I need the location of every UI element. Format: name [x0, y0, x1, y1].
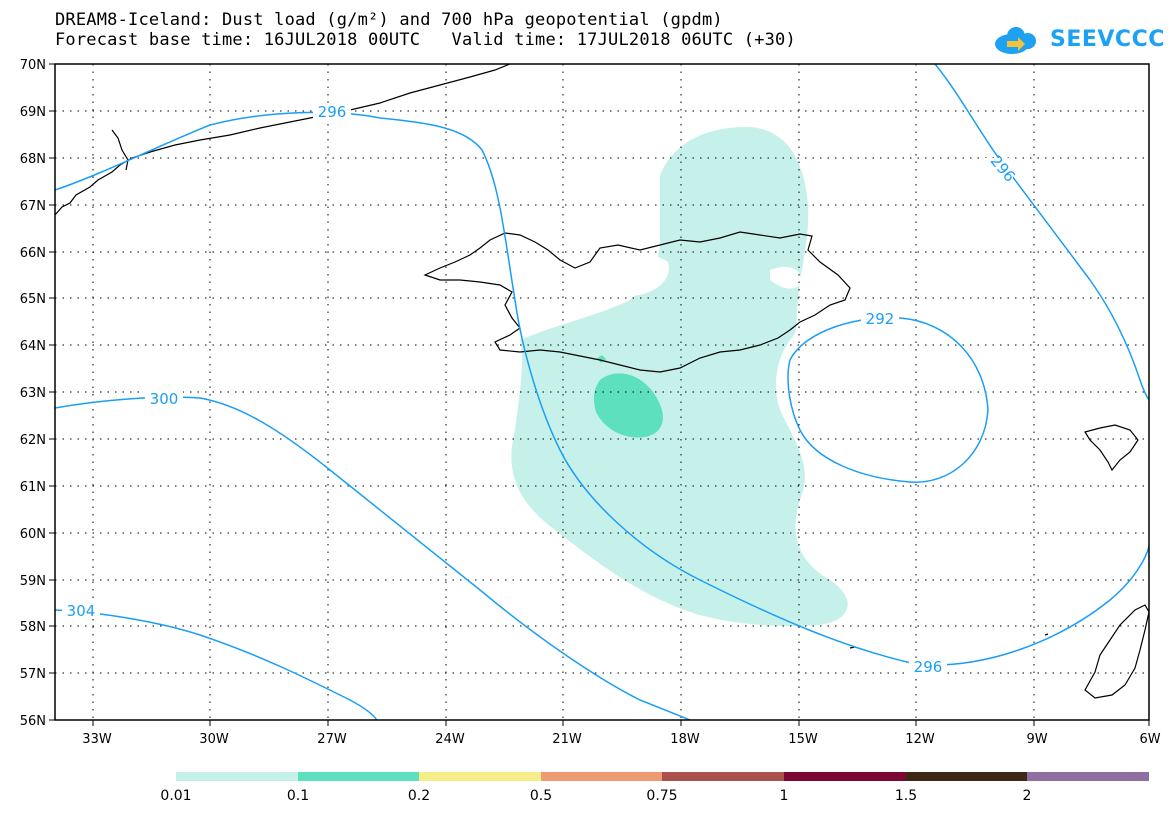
legend-label: 1.5 [895, 788, 917, 804]
legend-swatch [1027, 772, 1149, 781]
legend-label: 0.5 [530, 788, 552, 804]
lat-label: 66N [20, 246, 46, 261]
lon-label: 27W [317, 732, 347, 747]
lon-label: 33W [82, 732, 112, 747]
lon-label: 21W [552, 732, 582, 747]
cloud-icon [995, 27, 1036, 54]
contour-label: 304 [67, 602, 96, 620]
map-subtitle: Forecast base time: 16JUL2018 00UTC Vali… [55, 30, 796, 50]
lat-label: 58N [20, 620, 46, 635]
dust-area-medium [593, 373, 663, 438]
logo-text: SEEVCCC [1050, 27, 1165, 52]
lon-label: 9W [1026, 732, 1047, 747]
lat-label: 60N [20, 527, 46, 542]
lat-label: 65N [20, 292, 46, 307]
contour-label: 292 [866, 310, 895, 328]
lat-label: 70N [20, 58, 46, 73]
lat-label: 56N [20, 714, 46, 729]
lat-label: 64N [20, 339, 46, 354]
lon-label: 6W [1139, 732, 1160, 747]
dust-area-light [511, 126, 848, 627]
legend-swatch [176, 772, 298, 781]
lat-label: 63N [20, 386, 46, 401]
lat-label: 61N [20, 480, 46, 495]
legend-swatch [784, 772, 906, 781]
color-legend [176, 772, 1149, 781]
lat-label: 59N [20, 574, 46, 589]
legend-swatch [662, 772, 784, 781]
lon-label: 18W [670, 732, 700, 747]
lat-label: 69N [20, 105, 46, 120]
legend-label: 0.01 [160, 788, 191, 804]
lon-label: 30W [199, 732, 229, 747]
legend-swatch [419, 772, 541, 781]
lon-label: 24W [435, 732, 465, 747]
contour-label: 296 [318, 103, 347, 121]
legend-label: 1 [780, 788, 789, 804]
legend-swatch [906, 772, 1027, 781]
legend-label: 0.75 [646, 788, 677, 804]
lat-label: 68N [20, 152, 46, 167]
coastlines [55, 64, 1149, 699]
contour-label: 300 [150, 390, 179, 408]
lat-label: 67N [20, 199, 46, 214]
legend-label: 0.2 [408, 788, 430, 804]
map-title: DREAM8-Iceland: Dust load (g/m²) and 700… [55, 10, 723, 30]
contour-label: 296 [914, 658, 943, 676]
legend-label: 0.1 [287, 788, 309, 804]
lon-label: 15W [788, 732, 818, 747]
lat-label: 57N [20, 667, 46, 682]
lon-label: 12W [905, 732, 935, 747]
legend-swatch [298, 772, 419, 781]
lat-label: 62N [20, 433, 46, 448]
legend-label: 2 [1023, 788, 1032, 804]
legend-swatch [541, 772, 662, 781]
